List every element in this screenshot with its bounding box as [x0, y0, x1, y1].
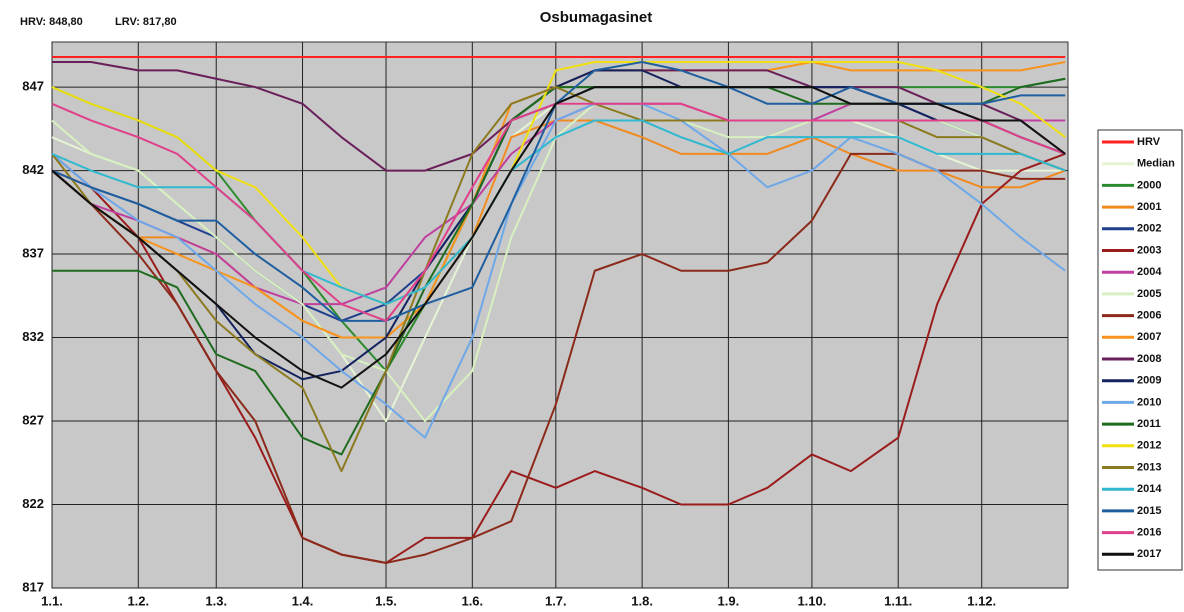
series-line — [51, 61, 1066, 306]
x-tick-label: 1.2. — [127, 593, 149, 608]
y-tick-label: 822 — [22, 496, 44, 511]
legend-label: 2006 — [1137, 310, 1161, 322]
legend-label: 2017 — [1137, 548, 1161, 560]
x-tick-label: 1.4. — [292, 593, 314, 608]
annotation: LRV: 817,80 — [115, 16, 177, 28]
x-tick-label: 1.6. — [461, 593, 483, 608]
legend-label: 2009 — [1137, 375, 1161, 387]
x-tick-label: 1.3. — [205, 593, 227, 608]
y-tick-label: 817 — [22, 579, 44, 594]
y-tick-label: 832 — [22, 329, 44, 344]
x-tick-label: 1.10. — [797, 593, 826, 608]
y-tick-label: 837 — [22, 245, 44, 260]
legend-label: 2014 — [1137, 483, 1162, 495]
legend-label: 2000 — [1137, 179, 1161, 191]
legend-label: HRV — [1137, 136, 1161, 148]
legend-label: 2007 — [1137, 331, 1161, 343]
x-tick-label: 1.12. — [967, 593, 996, 608]
x-tick-label: 1.8. — [631, 593, 653, 608]
x-tick-label: 1.1. — [41, 593, 63, 608]
legend-label: 2016 — [1137, 527, 1161, 539]
legend-label: 2003 — [1137, 244, 1161, 256]
legend-label: 2005 — [1137, 288, 1161, 300]
legend-label: 2008 — [1137, 353, 1161, 365]
legend-label: 2010 — [1137, 396, 1161, 408]
legend-label: Median — [1137, 158, 1175, 170]
y-tick-label: 847 — [22, 79, 44, 94]
x-tick-label: 1.7. — [545, 593, 567, 608]
legend-label: 2001 — [1137, 201, 1161, 213]
legend-label: 2004 — [1137, 266, 1162, 278]
legend — [1097, 129, 1183, 571]
legend-label: 2013 — [1137, 461, 1161, 473]
chart-title: Osbumagasinet — [540, 9, 653, 26]
annotation: HRV: 848,80 — [20, 16, 83, 28]
y-tick-label: 827 — [22, 412, 44, 427]
plot-area — [51, 41, 1069, 589]
x-tick-label: 1.5. — [375, 593, 397, 608]
legend-label: 2015 — [1137, 505, 1161, 517]
legend-label: 2011 — [1137, 418, 1161, 430]
legend-label: 2012 — [1137, 440, 1161, 452]
y-tick-label: 842 — [22, 162, 44, 177]
series-line — [51, 102, 1066, 439]
series-line — [51, 86, 1066, 389]
x-tick-label: 1.9. — [718, 593, 740, 608]
legend-label: 2002 — [1137, 223, 1161, 235]
x-tick-label: 1.11. — [884, 593, 912, 608]
